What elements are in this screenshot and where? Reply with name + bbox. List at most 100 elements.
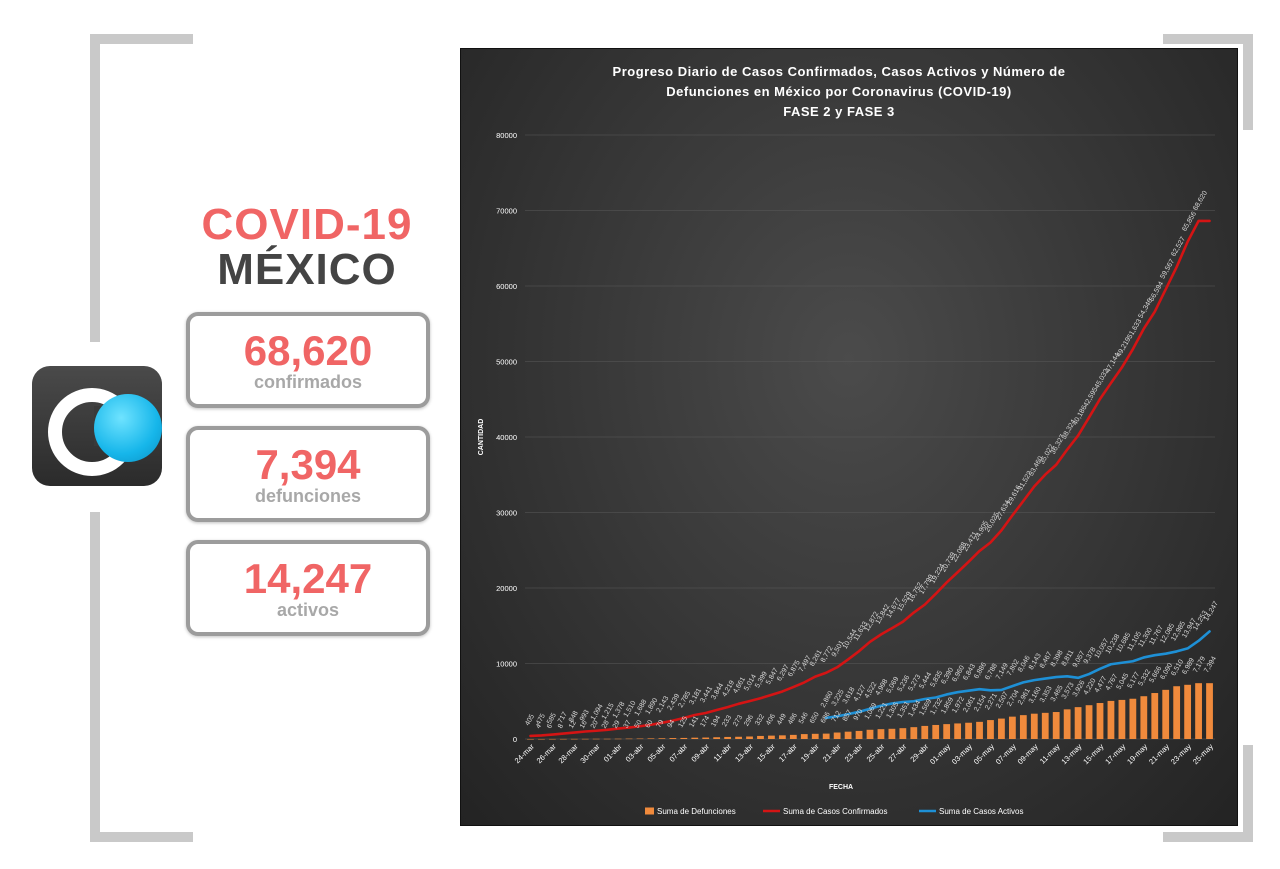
bar-deaths — [954, 723, 962, 739]
bar-deaths — [757, 735, 764, 739]
data-label: 60 — [645, 719, 655, 729]
x-tick-label: 13-may — [1059, 742, 1083, 766]
data-label: 4 — [535, 723, 543, 730]
x-tick-label: 05-abr — [646, 742, 668, 764]
bar-deaths — [833, 732, 841, 739]
y-tick-label: 20000 — [496, 584, 517, 593]
bar-deaths — [724, 736, 732, 739]
data-label: 37 — [623, 719, 633, 729]
x-tick-label: 09-abr — [689, 742, 711, 764]
bar-deaths — [658, 738, 666, 739]
bar-deaths — [1074, 707, 1082, 739]
y-tick-label: 80000 — [496, 131, 517, 140]
bar-deaths — [1096, 703, 1104, 739]
x-tick-label: 21-abr — [821, 742, 843, 764]
data-label: 50 — [634, 719, 644, 729]
bar-deaths — [538, 738, 545, 740]
data-label: 65,856 — [1181, 211, 1198, 233]
bar-deaths — [921, 725, 929, 739]
bar-deaths — [570, 738, 578, 740]
bar-deaths — [1151, 693, 1159, 739]
bar-deaths — [822, 733, 830, 739]
bar-deaths — [702, 737, 710, 739]
stat-value-active: 14,247 — [243, 555, 373, 602]
stat-label-confirmed: confirmados — [253, 372, 363, 392]
data-label: 125 — [677, 715, 689, 729]
frame-left-bottom-horizontal — [90, 832, 193, 842]
bar-deaths — [888, 728, 896, 739]
x-tick-label: 03-may — [950, 742, 974, 766]
x-tick-label: 27-abr — [887, 742, 909, 764]
bar-deaths — [965, 722, 972, 739]
x-tick-label: 17-may — [1103, 742, 1127, 766]
bar-deaths — [548, 738, 556, 740]
bar-deaths — [800, 734, 808, 739]
legend-item-label: Suma de Defunciones — [657, 807, 736, 816]
data-label: 94 — [667, 719, 677, 729]
data-label: 79 — [656, 719, 666, 729]
bar-deaths — [636, 738, 644, 740]
frame-right-vertical-upper — [1243, 34, 1253, 130]
data-label: 16 — [579, 720, 589, 730]
y-tick-label: 60000 — [496, 282, 517, 291]
data-label: 970 — [853, 708, 865, 722]
stat-label-deaths: defunciones — [254, 486, 361, 506]
bar-deaths — [987, 720, 994, 739]
x-tick-label: 11-abr — [712, 742, 734, 764]
data-label: 8 — [557, 723, 565, 730]
x-tick-label: 26-mar — [535, 742, 559, 766]
legend-item-label: Suma de Casos Activos — [939, 807, 1023, 816]
frame-right-bottom-horizontal — [1163, 832, 1253, 842]
x-tick-label: 07-abr — [668, 742, 690, 764]
bar-deaths — [1173, 686, 1181, 739]
data-label: 194 — [710, 715, 722, 729]
data-label: 406 — [765, 713, 777, 727]
bar-deaths — [1019, 715, 1027, 739]
bar-deaths — [1184, 684, 1192, 739]
x-tick-label: 23-abr — [843, 742, 865, 764]
bar-deaths — [877, 729, 885, 739]
bar-deaths — [998, 718, 1005, 739]
x-tick-label: 25-abr — [865, 742, 887, 764]
bar-deaths — [811, 733, 819, 739]
covid-chart: Progreso Diario de Casos Confirmados, Ca… — [478, 64, 1220, 816]
bar-deaths — [559, 738, 567, 740]
y-tick-label: 0 — [513, 735, 517, 744]
bar-deaths — [932, 724, 940, 739]
stat-card-confirmed: 68,620 confirmados — [186, 312, 430, 408]
bar-deaths — [844, 731, 852, 739]
bar-deaths — [1008, 716, 1016, 739]
frame-right-top-horizontal — [1163, 34, 1253, 44]
bar-deaths — [1107, 700, 1115, 739]
stat-card-active: 14,247 activos — [186, 540, 430, 636]
y-tick-label: 10000 — [496, 660, 517, 669]
data-label: 486 — [787, 712, 799, 726]
chart-title-line-3: FASE 2 y FASE 3 — [783, 104, 895, 119]
bar-deaths — [1162, 689, 1170, 739]
bar-deaths — [855, 730, 863, 739]
bar-deaths — [866, 729, 874, 739]
bar-deaths — [910, 727, 918, 739]
x-tick-label: 28-mar — [557, 742, 581, 766]
bar-deaths — [625, 738, 633, 740]
data-label: 14,247 — [1203, 600, 1220, 622]
data-label: 857 — [842, 709, 854, 723]
stat-value-confirmed: 68,620 — [243, 327, 373, 374]
x-tick-label: 09-may — [1016, 742, 1040, 766]
bar-deaths — [581, 738, 589, 740]
data-label: 993 — [579, 709, 591, 723]
bar-deaths — [735, 736, 742, 739]
bar-deaths — [647, 738, 655, 739]
data-label: 273 — [732, 714, 744, 728]
data-label: 686 — [820, 711, 832, 725]
frame-left-vertical-lower — [90, 512, 100, 842]
x-tick-label: 15-may — [1081, 742, 1105, 766]
data-label: 12 — [568, 720, 578, 730]
logo-dot-icon — [94, 394, 162, 462]
data-label: 650 — [809, 711, 821, 725]
bar-deaths — [1118, 699, 1126, 739]
bar-deaths — [603, 738, 611, 740]
x-tick-label: 19-abr — [799, 742, 821, 764]
x-tick-label: 01-may — [928, 742, 952, 766]
y-axis-title: CANTIDAD — [478, 419, 485, 456]
